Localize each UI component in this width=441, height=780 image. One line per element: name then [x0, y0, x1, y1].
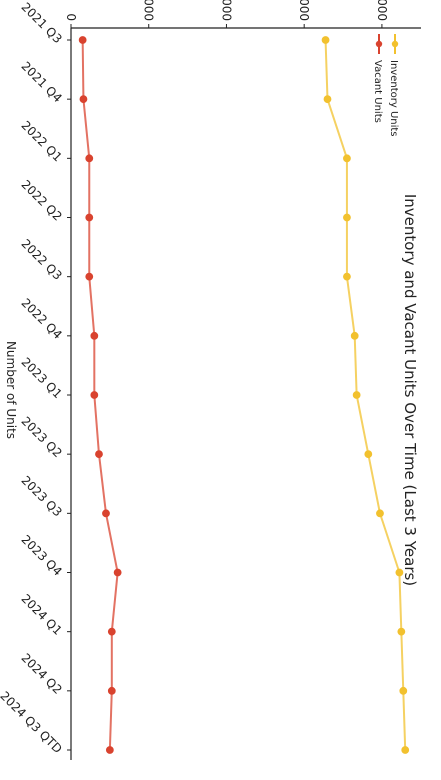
- data-point-inventory: [350, 331, 359, 340]
- data-point-vacant: [107, 627, 116, 636]
- data-point-vacant: [90, 331, 99, 340]
- data-point-inventory: [364, 450, 373, 459]
- data-point-vacant: [85, 213, 94, 222]
- x-tick-label: 2022 Q1: [19, 118, 65, 164]
- data-point-inventory: [397, 627, 406, 636]
- x-tick-label: 2023 Q2: [19, 414, 65, 460]
- data-point-vacant: [95, 450, 103, 459]
- data-point-inventory: [352, 391, 361, 399]
- data-point-vacant: [102, 509, 110, 518]
- x-tick-label: 2024 Q1: [19, 592, 65, 638]
- data-point-inventory: [401, 746, 410, 754]
- x-tick-label: 2023 Q4: [19, 532, 65, 578]
- data-point-inventory: [395, 568, 404, 577]
- data-point-vacant: [78, 36, 87, 44]
- data-point-vacant: [113, 568, 122, 577]
- y-tick-label: 0: [64, 13, 78, 21]
- legend-swatch-marker: [375, 40, 383, 48]
- y-tick-label: 4000: [219, 0, 233, 21]
- data-point-vacant: [79, 95, 88, 104]
- series-line-vacant: [81, 39, 119, 751]
- data-point-vacant: [90, 391, 99, 399]
- data-point-inventory: [343, 272, 351, 281]
- y-tick-label: 8000: [375, 0, 389, 21]
- x-tick-label: 2022 Q3: [19, 237, 65, 283]
- x-tick-label: 2024 Q2: [19, 651, 65, 697]
- data-point-vacant: [85, 272, 94, 281]
- x-tick-label: 2023 Q3: [19, 473, 65, 519]
- x-tick-label: 2024 Q3 QTD: [0, 689, 65, 756]
- legend-label: Inventory Units: [388, 60, 399, 137]
- data-point-inventory: [343, 154, 351, 163]
- series-line-inventory: [324, 39, 407, 751]
- x-tick-label: 2021 Q4: [19, 59, 65, 105]
- x-tick-label: 2022 Q2: [19, 177, 65, 223]
- x-tick-label: 2023 Q1: [19, 355, 65, 401]
- data-point-inventory: [343, 213, 351, 222]
- data-point-inventory: [399, 686, 408, 695]
- y-axis-label: Number of Units: [4, 341, 18, 439]
- y-tick-label: 6000: [297, 0, 311, 21]
- data-point-inventory: [323, 95, 332, 104]
- x-tick-label: 2021 Q3: [19, 0, 65, 46]
- legend: Inventory Units Vacant Units: [372, 34, 399, 137]
- data-point-inventory: [321, 36, 330, 44]
- data-point-vacant: [85, 154, 94, 163]
- legend-label: Vacant Units: [372, 60, 383, 123]
- x-tick-label: 2022 Q4: [19, 296, 65, 342]
- data-point-vacant: [107, 686, 116, 695]
- data-point-vacant: [105, 746, 114, 754]
- legend-swatch-marker: [391, 40, 399, 48]
- chart-title: Inventory and Vacant Units Over Time (La…: [401, 194, 419, 586]
- y-tick-label: 2000: [142, 0, 156, 21]
- data-point-inventory: [376, 509, 384, 518]
